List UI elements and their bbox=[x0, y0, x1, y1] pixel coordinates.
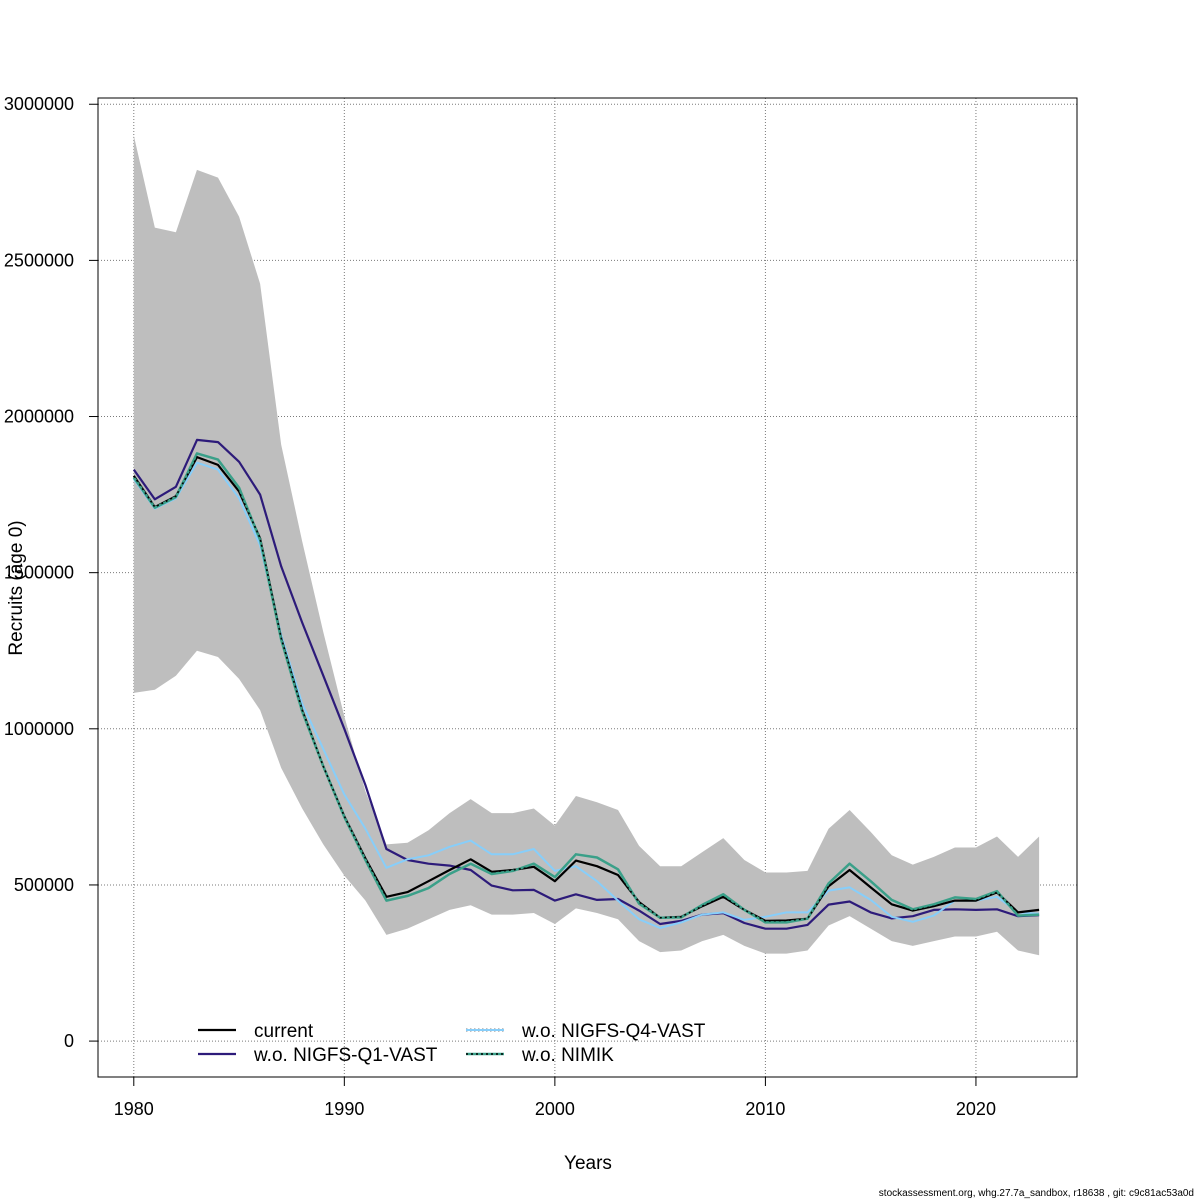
legend-item: w.o. NIMIK bbox=[466, 1045, 614, 1066]
series-lines bbox=[132, 438, 1040, 930]
x-tick-label: 1980 bbox=[114, 1099, 154, 1119]
y-tick-label: 0 bbox=[64, 1031, 74, 1051]
y-tick-label: 2000000 bbox=[4, 407, 74, 427]
y-axis-title: Recruits (age 0) bbox=[6, 520, 27, 655]
x-tick-label: 2010 bbox=[745, 1099, 785, 1119]
x-axis: 1980 1990 2000 2010 2020 bbox=[114, 1077, 996, 1119]
legend-label: w.o. NIGFS-Q4-VAST bbox=[521, 1021, 706, 1042]
legend-item: current bbox=[198, 1021, 314, 1042]
confidence-band bbox=[133, 135, 1040, 956]
y-tick-label: 2500000 bbox=[4, 250, 74, 270]
series-3-line bbox=[132, 452, 1040, 924]
x-tick-label: 2000 bbox=[535, 1099, 575, 1119]
y-tick-label: 1000000 bbox=[4, 719, 74, 739]
x-tick-label: 2020 bbox=[956, 1099, 996, 1119]
x-tick-label: 1990 bbox=[324, 1099, 364, 1119]
legend-item: w.o. NIGFS-Q4-VAST bbox=[466, 1021, 706, 1042]
legend-label: w.o. NIMIK bbox=[521, 1045, 614, 1066]
y-axis: 0 500000 1000000 1500000 2000000 2500000 30000… bbox=[4, 94, 98, 1051]
legend: current w.o. NIGFS-Q1-VAST w.o. NIGFS-Q4-V… bbox=[198, 1021, 706, 1066]
series-current-dashes bbox=[133, 456, 1040, 922]
y-tick-label: 3000000 bbox=[4, 94, 74, 114]
y-tick-label: 1500000 bbox=[4, 563, 74, 583]
footer-credit: stockassessment.org, whg.27.7a_sandbox, … bbox=[879, 1188, 1194, 1199]
confidence-band-area bbox=[133, 135, 1040, 956]
plot-frame bbox=[97, 97, 1078, 1078]
series-nimik-line bbox=[132, 452, 1040, 924]
x-axis-title: Years bbox=[564, 1153, 612, 1174]
legend-label: w.o. NIGFS-Q1-VAST bbox=[253, 1045, 438, 1066]
legend-item: w.o. NIGFS-Q1-VAST bbox=[198, 1045, 438, 1066]
series-q1-line bbox=[132, 438, 1040, 930]
series-1-line bbox=[132, 438, 1040, 930]
legend-label: current bbox=[254, 1021, 314, 1042]
y-tick-label: 500000 bbox=[14, 875, 74, 895]
